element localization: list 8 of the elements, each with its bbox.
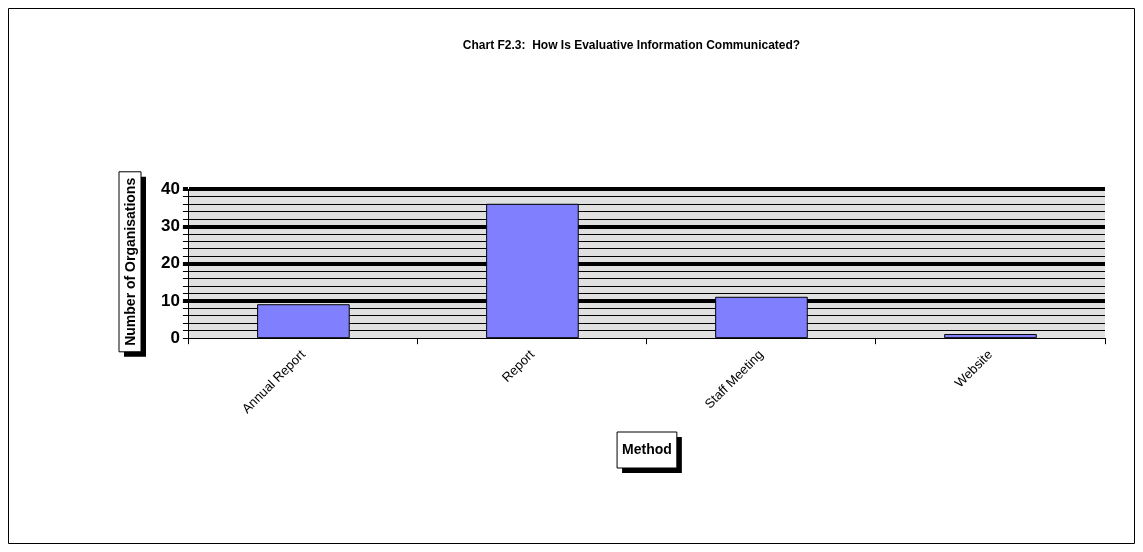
chart-title: Chart F2.3: How Is Evaluative Information Communicated? xyxy=(462,37,801,52)
y-axis-title: Number of Organisations xyxy=(121,177,138,346)
y-tick-label: 10 xyxy=(160,290,180,310)
y-tick-label: 40 xyxy=(160,179,180,199)
y-tick-label: 20 xyxy=(160,253,180,273)
x-axis-title: Method xyxy=(622,440,672,457)
y-tick-label: 30 xyxy=(160,216,180,236)
y-tick-label: 0 xyxy=(170,327,180,347)
